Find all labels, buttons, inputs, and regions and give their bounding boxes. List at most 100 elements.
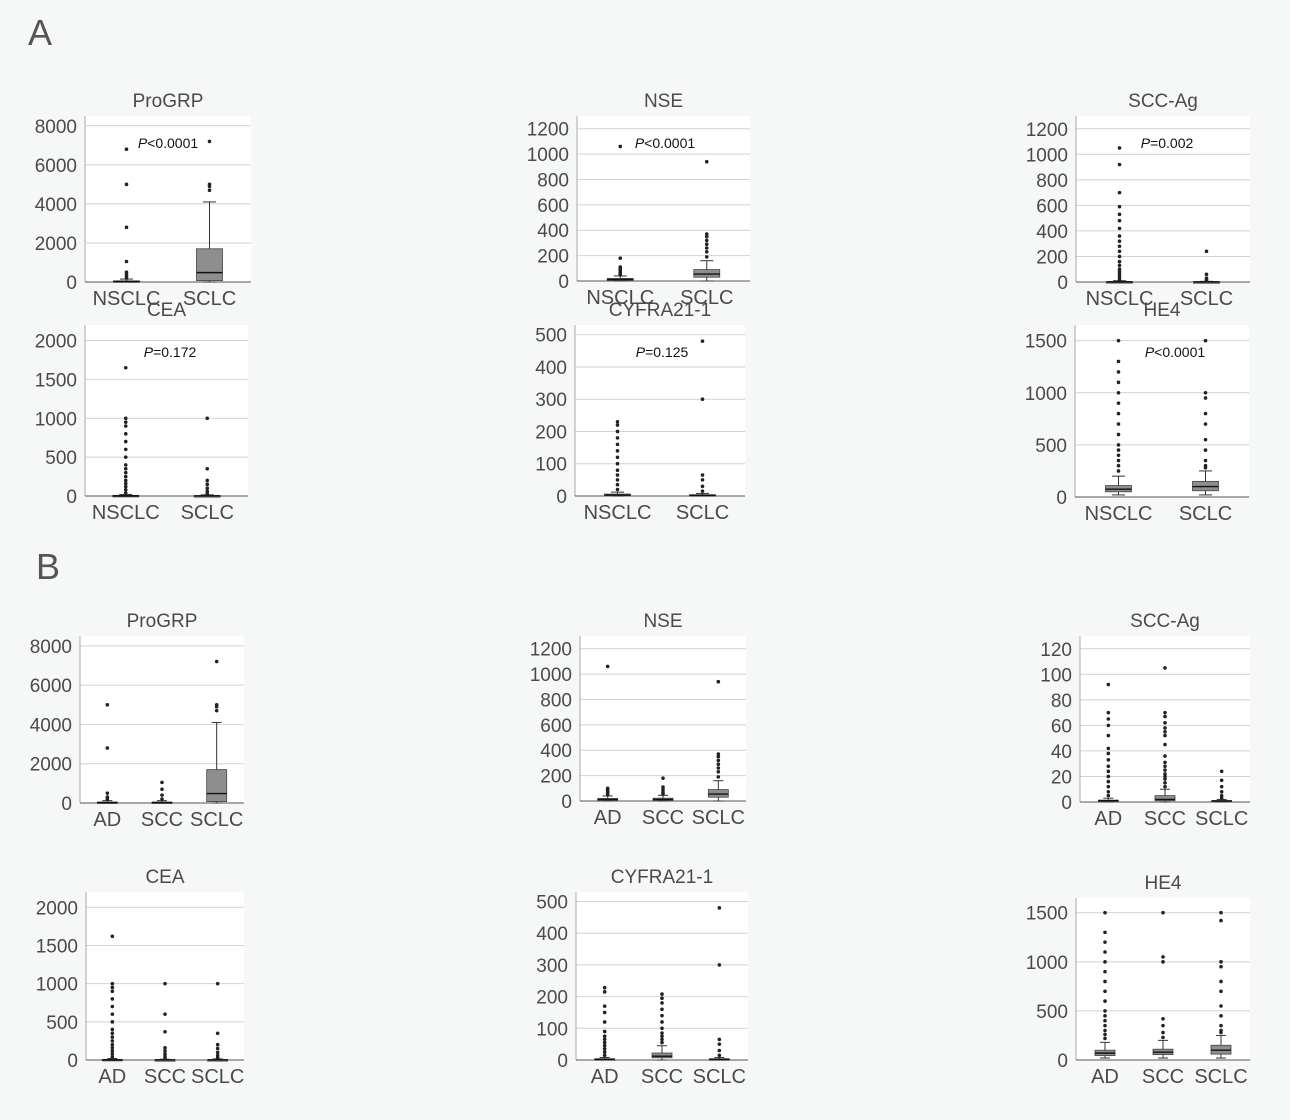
outlier-point [1106, 733, 1111, 738]
outlier-point [1219, 960, 1223, 964]
outlier-point [716, 762, 721, 766]
y-tick-label: 1200 [1026, 120, 1068, 141]
outlier-point [123, 474, 128, 479]
outlier-point [1116, 411, 1121, 416]
outlier-point [1117, 190, 1122, 195]
x-tick-label: SCLC [190, 809, 243, 831]
y-tick-label: 0 [67, 1051, 78, 1072]
outlier-point [1103, 1036, 1107, 1041]
outlier-point [110, 1045, 115, 1050]
outlier-point [1106, 746, 1111, 751]
outlier-point [615, 468, 620, 472]
outlier-point [1106, 784, 1111, 789]
y-tick-label: 1000 [1026, 145, 1068, 166]
outlier-point [1219, 1004, 1223, 1008]
chart-panel-a-he4: HE4 0 500 1000 1500 NSCLC SCLC P<0.0001 [1025, 300, 1249, 525]
outlier-point [1117, 275, 1122, 279]
chart-panel-b-progrp: ProGRP 0 2000 4000 6000 8000 AD SCC SCLC [30, 611, 244, 831]
y-tick-label: 500 [46, 1013, 78, 1034]
outlier-point [1203, 422, 1208, 426]
outlier-point [1117, 146, 1122, 150]
outlier-point [1116, 401, 1121, 405]
x-tick-label: SCLC [1195, 808, 1248, 830]
y-tick-label: 0 [1061, 793, 1072, 814]
outlier-point [110, 1004, 115, 1009]
y-tick-label: 800 [540, 690, 572, 711]
box [196, 248, 223, 282]
outlier-point [1106, 682, 1111, 687]
x-tick-label: NSCLC [1086, 288, 1154, 310]
y-tick-label: 0 [61, 794, 72, 815]
y-tick-label: 500 [45, 448, 77, 469]
y-tick-label: 600 [537, 196, 569, 217]
p-value-label: P<0.0001 [1145, 344, 1206, 360]
outlier-point [1161, 1016, 1165, 1021]
x-tick-label: SCC [1142, 1066, 1184, 1088]
outlier-point [704, 250, 709, 254]
y-tick-label: 1000 [530, 665, 572, 686]
outlier-point [615, 442, 620, 447]
outlier-point [716, 758, 721, 763]
outlier-point [1116, 448, 1121, 452]
chart-title: HE4 [1145, 873, 1182, 894]
x-tick-label: SCLC [183, 288, 236, 310]
outlier-point [1163, 764, 1167, 769]
chart-panel-b-he4: HE4 0 500 1000 1500 AD SCC SCLC [1026, 873, 1250, 1088]
outlier-point [1161, 1035, 1165, 1040]
outlier-point [615, 461, 620, 466]
outlier-point [1203, 338, 1208, 343]
y-tick-label: 400 [535, 358, 567, 379]
chart-panel-a-progrp: ProGRP 0 2000 4000 6000 8000 NSCLC SCLC P<0.0001 [35, 91, 251, 310]
outlier-point [123, 420, 128, 424]
x-tick-label: SCLC [676, 502, 729, 524]
outlier-point [1203, 458, 1208, 463]
outlier-point [163, 1052, 167, 1056]
outlier-point [1204, 276, 1209, 280]
outlier-point [615, 449, 620, 453]
plot-area [86, 892, 244, 1060]
box [206, 769, 228, 803]
outlier-point [1163, 666, 1167, 670]
x-tick-label: NSCLC [92, 502, 160, 524]
outlier-point [717, 963, 722, 967]
outlier-point [1103, 940, 1107, 944]
outlier-point [110, 1027, 115, 1032]
y-tick-label: 2000 [30, 755, 72, 776]
outlier-point [1219, 793, 1224, 798]
outlier-point [700, 489, 705, 493]
y-tick-label: 500 [1035, 436, 1067, 457]
outlier-point [110, 981, 115, 986]
outlier-point [1163, 754, 1167, 758]
outlier-point [615, 482, 620, 487]
outlier-point [615, 487, 620, 492]
y-tick-label: 6000 [30, 676, 72, 697]
outlier-point [124, 270, 129, 275]
outlier-point [1219, 964, 1223, 969]
outlier-point [1219, 778, 1224, 783]
chart-panel-a-cea: CEA 0 500 1000 1500 2000 NSCLC SCLC P=0.172 [35, 300, 248, 524]
outlier-point [1163, 710, 1167, 715]
outlier-point [1163, 726, 1167, 730]
outlier-point [160, 787, 164, 792]
outlier-point [605, 786, 610, 791]
p-value-label: P=0.125 [636, 344, 689, 360]
outlier-point [215, 1031, 220, 1036]
outlier-point [661, 776, 665, 780]
outlier-point [123, 455, 128, 459]
outlier-point [716, 752, 721, 756]
y-tick-label: 20 [1051, 767, 1072, 788]
y-tick-label: 2000 [35, 332, 77, 353]
outlier-point [700, 473, 705, 477]
outlier-point [110, 1035, 115, 1039]
outlier-point [716, 754, 721, 759]
y-tick-label: 200 [540, 767, 572, 788]
outlier-point [602, 1047, 607, 1051]
outlier-point [1116, 443, 1121, 447]
outlier-point [1203, 463, 1208, 468]
outlier-point [1117, 212, 1122, 217]
y-tick-label: 1500 [36, 936, 78, 957]
x-tick-label: AD [1094, 808, 1122, 830]
outlier-point [1163, 772, 1167, 776]
plot-area [1076, 116, 1250, 282]
outlier-point [1204, 272, 1209, 277]
